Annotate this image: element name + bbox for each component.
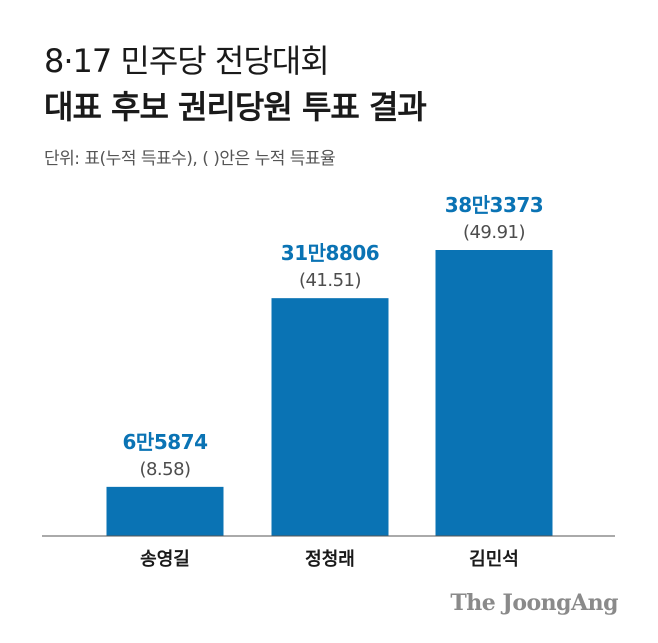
bar-value-label: 38만3373: [445, 193, 543, 217]
category-label: 정청래: [305, 549, 355, 570]
bar: [271, 298, 389, 536]
category-label: 김민석: [469, 549, 519, 570]
chart-title-line1: 8·17 민주당 전당대회: [44, 42, 330, 80]
bar-percent-label: (49.91): [463, 222, 525, 243]
bar-value-label: 6만5874: [123, 430, 208, 454]
chart-title-line2: 대표 후보 권리당원 투표 결과: [44, 88, 427, 126]
bar-percent-label: (8.58): [139, 459, 190, 480]
brand-logo-text: The JoongAng: [450, 590, 618, 616]
bar: [435, 250, 553, 536]
bar-percent-label: (41.51): [299, 270, 361, 291]
unit-note: 단위: 표(누적 득표수), ( )안은 누적 득표율: [44, 149, 336, 169]
bar-value-label: 31만8806: [281, 241, 379, 265]
bar: [106, 486, 224, 536]
category-label: 송영길: [140, 548, 190, 570]
